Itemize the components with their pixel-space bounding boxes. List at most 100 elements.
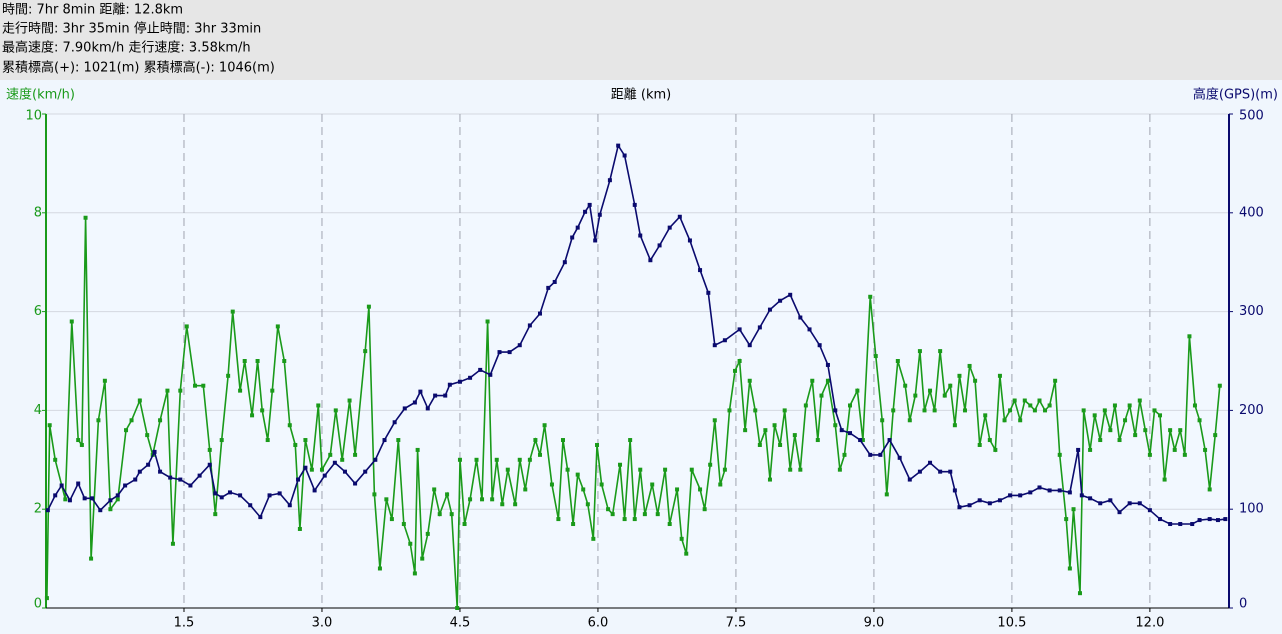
point-marker (201, 383, 206, 388)
point-marker (1098, 501, 1103, 506)
point-marker (973, 378, 978, 383)
point-marker (542, 423, 547, 428)
point-marker (993, 447, 998, 452)
point-marker (373, 457, 378, 462)
y2-tick-label: 200 (1239, 403, 1264, 418)
y2-tick-label: 0 (1239, 597, 1247, 612)
point-marker (1092, 413, 1097, 418)
point-marker (687, 238, 692, 243)
point-marker (997, 498, 1002, 503)
point-marker (546, 285, 551, 290)
point-marker (312, 488, 317, 493)
point-marker (1203, 447, 1208, 452)
point-marker (527, 323, 532, 328)
point-marker (490, 497, 495, 502)
point-marker (146, 462, 151, 467)
point-marker (938, 469, 943, 474)
point-marker (1108, 428, 1113, 433)
point-marker (267, 493, 272, 498)
point-marker (917, 469, 922, 474)
point-marker (616, 143, 621, 148)
point-marker (825, 378, 830, 383)
point-marker (757, 442, 762, 447)
point-marker (903, 383, 908, 388)
point-marker (238, 493, 243, 498)
point-marker (145, 433, 150, 438)
point-marker (560, 438, 565, 443)
point-marker (657, 243, 662, 248)
point-marker (447, 382, 452, 387)
point-marker (1108, 498, 1113, 503)
x-tick-label: 1.5 (174, 616, 195, 631)
point-marker (997, 373, 1002, 378)
y2-tick-label: 100 (1239, 502, 1264, 517)
point-marker (698, 487, 703, 492)
point-marker (1028, 490, 1033, 495)
point-marker (722, 467, 727, 472)
point-marker (743, 428, 748, 433)
point-marker (44, 596, 49, 601)
point-marker (207, 462, 212, 467)
x-tick-label: 10.5 (997, 616, 1026, 631)
point-marker (293, 442, 298, 447)
point-marker (575, 472, 580, 477)
point-marker (556, 517, 561, 522)
x-tick-label: 7.5 (726, 616, 747, 631)
point-marker (401, 522, 406, 527)
point-marker (628, 438, 633, 443)
point-marker (79, 442, 84, 447)
point-marker (108, 498, 113, 503)
point-marker (497, 350, 502, 355)
point-marker (803, 403, 808, 408)
point-marker (948, 383, 953, 388)
point-marker (772, 423, 777, 428)
point-marker (115, 497, 120, 502)
point-marker (1102, 408, 1107, 413)
point-marker (353, 452, 358, 457)
point-marker (887, 438, 892, 443)
point-marker (650, 482, 655, 487)
point-marker (115, 493, 120, 498)
point-marker (303, 465, 308, 470)
point-marker (1037, 485, 1042, 490)
point-marker (618, 462, 623, 467)
point-marker (507, 350, 512, 355)
y2-axis-label: 高度(GPS)(m) (1193, 87, 1278, 103)
point-marker (316, 403, 321, 408)
point-marker (1182, 452, 1187, 457)
point-marker (342, 469, 347, 474)
x-tick-label: 12.0 (1135, 616, 1164, 631)
point-marker (807, 327, 812, 332)
point-marker (226, 373, 231, 378)
point-marker (67, 498, 72, 503)
point-marker (488, 372, 493, 377)
point-marker (967, 363, 972, 368)
y-tick-label: 8 (34, 205, 42, 220)
point-marker (868, 452, 873, 457)
point-marker (1008, 493, 1013, 498)
point-marker (606, 507, 611, 512)
point-marker (1018, 493, 1023, 498)
point-marker (1123, 418, 1128, 423)
point-marker (638, 467, 643, 472)
point-marker (347, 398, 352, 403)
point-marker (468, 497, 473, 502)
point-marker (570, 235, 575, 240)
point-marker (1077, 591, 1082, 596)
point-marker (363, 349, 368, 354)
point-marker (396, 438, 401, 443)
point-marker (1067, 566, 1072, 571)
point-marker (1067, 490, 1072, 495)
point-marker (858, 438, 863, 443)
point-marker (45, 508, 50, 513)
point-marker (47, 423, 52, 428)
point-marker (798, 467, 803, 472)
point-marker (585, 502, 590, 507)
point-marker (137, 469, 142, 474)
point-marker (712, 418, 717, 423)
point-marker (667, 225, 672, 230)
point-marker (571, 522, 576, 527)
point-marker (763, 428, 768, 433)
point-marker (718, 482, 723, 487)
